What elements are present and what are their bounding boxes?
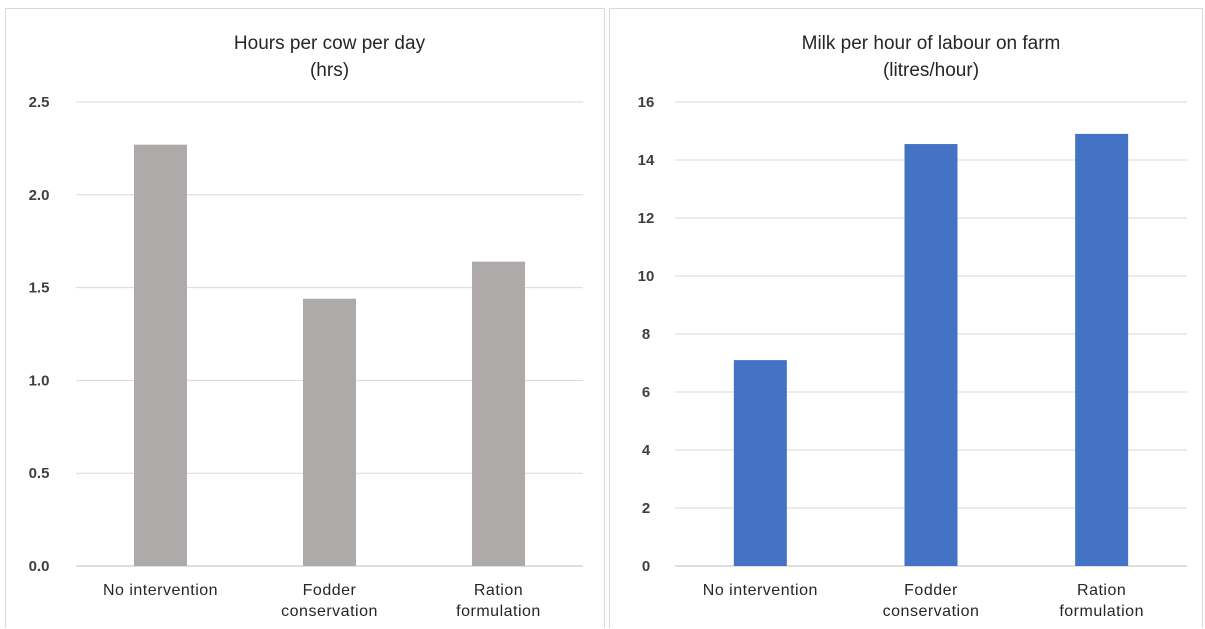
chart-title: Hours per cow per day <box>234 33 426 54</box>
y-tick-label: 6 <box>642 384 650 401</box>
chart-hours-per-cow: Hours per cow per day (hrs) 0.0 0.5 1.0 1.5 2.… <box>29 33 583 620</box>
chart-panel-hours: Hours per cow per day (hrs) 0.0 0.5 1.0 1.5 2.… <box>5 8 605 628</box>
y-tick-label: 16 <box>638 94 655 111</box>
x-category-label: Fodder <box>303 582 357 599</box>
x-category-label: No intervention <box>103 582 218 599</box>
x-category-label: conservation <box>883 603 980 620</box>
x-category-label: conservation <box>281 603 378 620</box>
y-tick-label: 2 <box>642 500 650 517</box>
y-tick-label: 12 <box>638 210 655 227</box>
y-tick-label: 0.0 <box>29 558 50 575</box>
y-tick-label: 0.5 <box>29 465 50 482</box>
chart-panel-milk: Milk per hour of labour on farm (litres/h… <box>609 8 1203 628</box>
y-tick-label: 1.0 <box>29 372 50 389</box>
chart-subtitle: (litres/hour) <box>883 60 979 81</box>
bar-fodder-conservation <box>904 144 958 567</box>
x-category-label: formulation <box>1059 603 1144 620</box>
x-category-label: formulation <box>456 603 541 620</box>
bar-no-intervention <box>733 360 787 566</box>
y-tick-label: 2.0 <box>29 187 50 204</box>
bar-ration-formulation <box>1075 133 1129 566</box>
bar-ration-formulation <box>472 261 525 566</box>
y-tick-label: 10 <box>638 268 655 285</box>
bar-fodder-conservation <box>303 298 356 566</box>
y-tick-label: 14 <box>638 152 655 169</box>
chart-subtitle: (hrs) <box>310 60 349 81</box>
x-category-label: Ration <box>1077 582 1126 599</box>
chart-milk-per-hour: Milk per hour of labour on farm (litres/h… <box>638 33 1187 620</box>
y-tick-label: 1.5 <box>29 280 50 297</box>
x-category-label: Ration <box>474 582 523 599</box>
x-category-label: No intervention <box>703 582 818 599</box>
y-tick-label: 8 <box>642 326 650 343</box>
y-tick-label: 2.5 <box>29 94 50 111</box>
y-tick-label: 0 <box>642 558 650 575</box>
y-tick-label: 4 <box>642 442 651 459</box>
x-category-label: Fodder <box>904 582 958 599</box>
bar-no-intervention <box>134 144 187 567</box>
chart-title: Milk per hour of labour on farm <box>802 33 1061 54</box>
